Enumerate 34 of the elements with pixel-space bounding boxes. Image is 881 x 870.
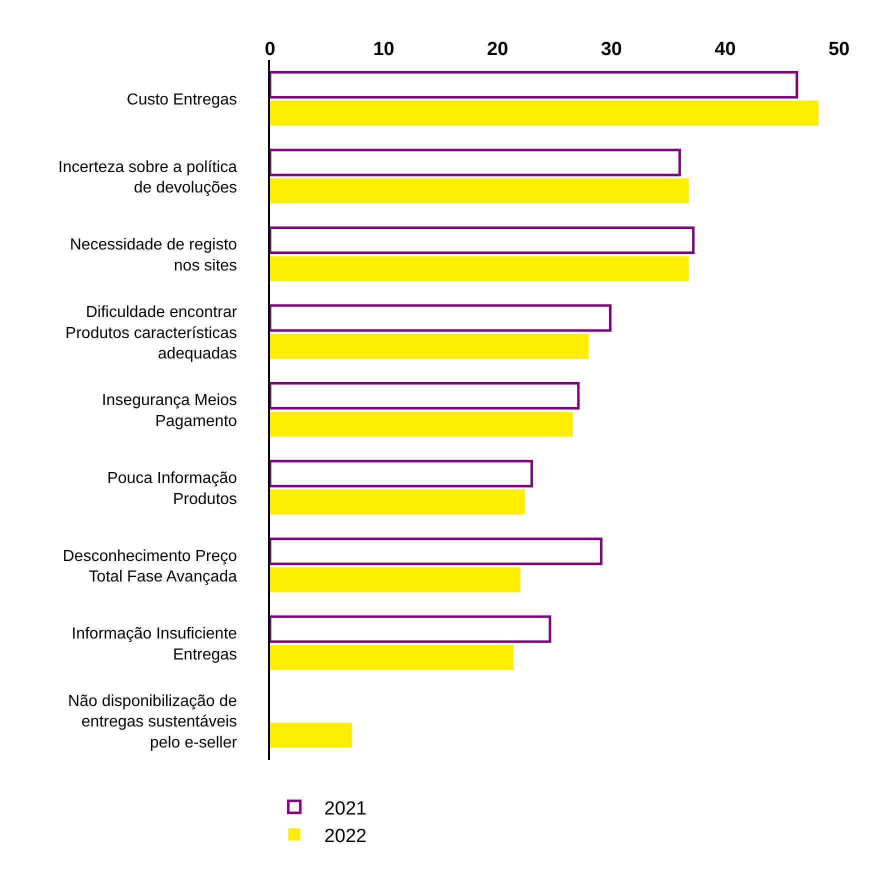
bar [270,304,612,332]
y-tick-label: Custo Entregas [126,91,238,108]
bar [270,226,695,254]
bar [270,460,533,488]
y-tick-label: Insegurança Meios Pagamento [102,392,238,430]
bar [270,412,573,437]
y-tick-label: Necessidade de registo nos sites [70,236,238,274]
y-tick-label: Não disponibilização de entregas sustentáveis pelo e-seller [68,692,238,752]
bar [270,382,580,410]
bar [270,615,552,643]
y-tick-label: Incerteza sobre a política de devoluções [58,158,238,197]
bar [270,70,798,98]
bar [270,100,819,126]
bar [270,489,525,514]
x-tick-label: 30 [600,39,622,60]
x-tick-label: 50 [828,39,850,60]
bar [270,334,589,359]
bar [270,567,520,592]
bar [270,148,681,176]
x-tick-label: 10 [373,39,394,60]
bar [270,256,689,282]
y-tick-label: Pouca Informação Produtos [107,470,238,508]
y-tick-label: Dificuldade encontrar Produtos características adequadas [65,304,238,363]
x-tick-label: 40 [714,39,736,60]
bar [270,722,352,748]
bar [270,538,602,566]
bar [270,178,689,204]
x-tick-label: 0 [264,39,276,60]
legend-label: 2022 [324,826,367,847]
y-tick-label: Informação Insuficiente Entregas [72,626,238,664]
x-tick-label: 20 [487,39,508,60]
bar [270,645,514,670]
legend-label: 2021 [324,798,367,820]
y-tick-label: Desconhecimento Preço Total Fase Avançada [62,548,238,586]
